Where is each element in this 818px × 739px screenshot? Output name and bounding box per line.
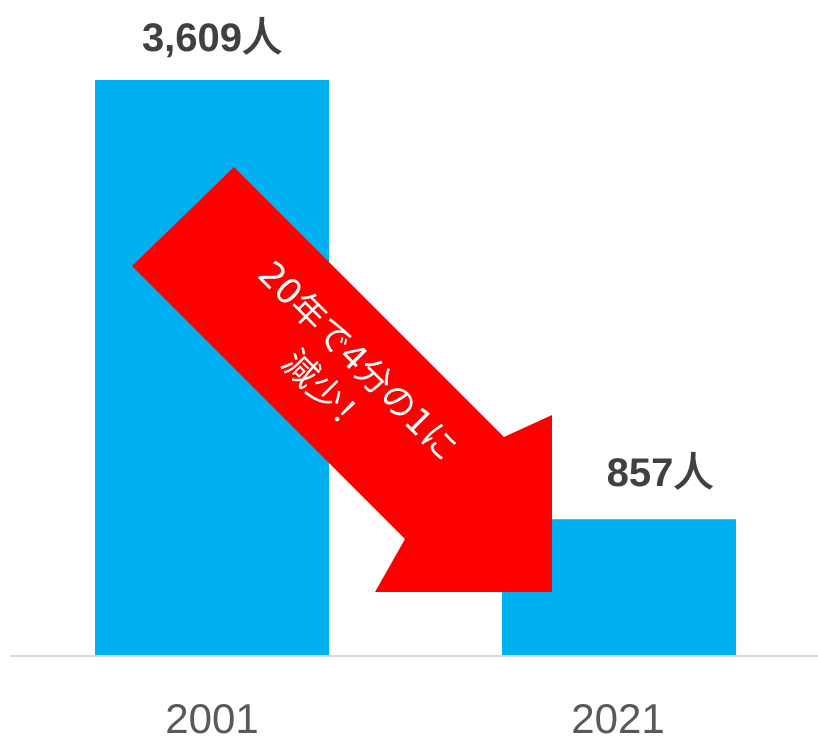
tick-label-2001: 2001 — [165, 695, 258, 739]
value-label-2001: 3,609人 — [142, 16, 282, 60]
decrease-arrow-shape — [132, 167, 552, 592]
value-label-2021: 857人 — [607, 451, 714, 495]
tick-label-2021: 2021 — [571, 695, 664, 739]
